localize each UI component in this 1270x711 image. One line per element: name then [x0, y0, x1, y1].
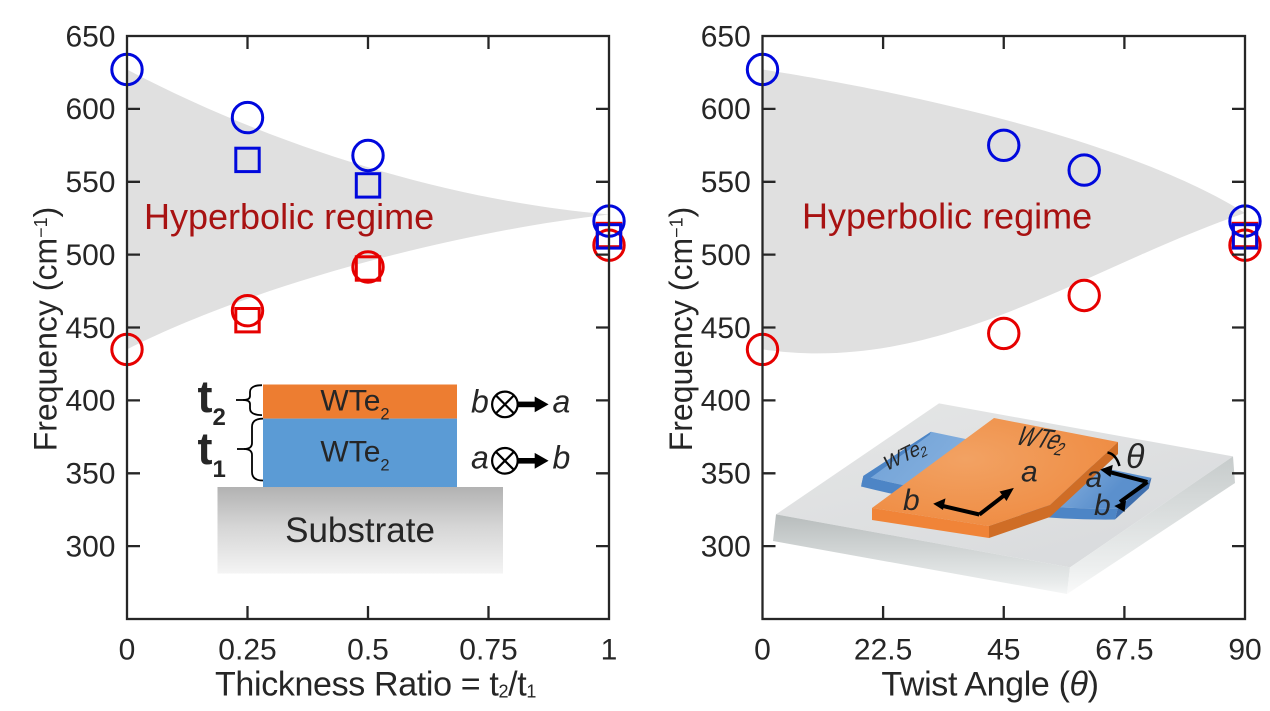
svg-text:450: 450: [65, 312, 115, 345]
svg-text:a: a: [1086, 461, 1103, 494]
svg-text:0: 0: [119, 634, 136, 667]
svg-text:450: 450: [701, 312, 751, 345]
svg-text:WTe2: WTe2: [320, 385, 389, 424]
svg-text:0.25: 0.25: [218, 634, 276, 667]
svg-text:0.5: 0.5: [347, 634, 389, 667]
svg-text:500: 500: [701, 239, 751, 272]
svg-text:b: b: [471, 384, 489, 420]
svg-text:Substrate: Substrate: [285, 511, 435, 550]
svg-text:b: b: [553, 440, 571, 476]
svg-text:350: 350: [65, 458, 115, 491]
svg-text:550: 550: [65, 166, 115, 199]
svg-text:45: 45: [987, 634, 1020, 667]
svg-text:WTe2: WTe2: [320, 436, 389, 475]
svg-text:Thickness Ratio = t2/t1: Thickness Ratio = t2/t1: [215, 665, 536, 703]
svg-text:a: a: [471, 440, 489, 476]
svg-text:600: 600: [701, 93, 751, 126]
svg-text:300: 300: [65, 530, 115, 563]
svg-text:Hyperbolic regime: Hyperbolic regime: [144, 196, 434, 237]
svg-text:Frequency (cm−1): Frequency (cm−1): [28, 207, 64, 452]
svg-text:67.5: 67.5: [1095, 634, 1153, 667]
svg-text:22.5: 22.5: [854, 634, 912, 667]
svg-text:90: 90: [1228, 634, 1261, 667]
svg-text:300: 300: [701, 530, 751, 563]
svg-text:650: 650: [65, 20, 115, 53]
svg-text:1: 1: [601, 634, 618, 667]
svg-text:0.75: 0.75: [459, 634, 517, 667]
svg-text:Frequency (cm−1): Frequency (cm−1): [663, 207, 699, 452]
svg-text:400: 400: [701, 385, 751, 418]
svg-text:Twist Angle (θ): Twist Angle (θ): [881, 665, 1098, 703]
svg-text:Hyperbolic regime: Hyperbolic regime: [802, 196, 1092, 237]
svg-text:0: 0: [754, 634, 771, 667]
svg-text:a: a: [1021, 456, 1038, 489]
svg-text:a: a: [553, 384, 571, 420]
svg-text:350: 350: [701, 458, 751, 491]
svg-text:b: b: [903, 484, 920, 517]
svg-text:600: 600: [65, 93, 115, 126]
svg-text:b: b: [1094, 489, 1111, 522]
svg-text:400: 400: [65, 385, 115, 418]
svg-text:500: 500: [65, 239, 115, 272]
svg-text:550: 550: [701, 166, 751, 199]
svg-text:θ: θ: [1126, 438, 1145, 476]
svg-text:650: 650: [701, 20, 751, 53]
